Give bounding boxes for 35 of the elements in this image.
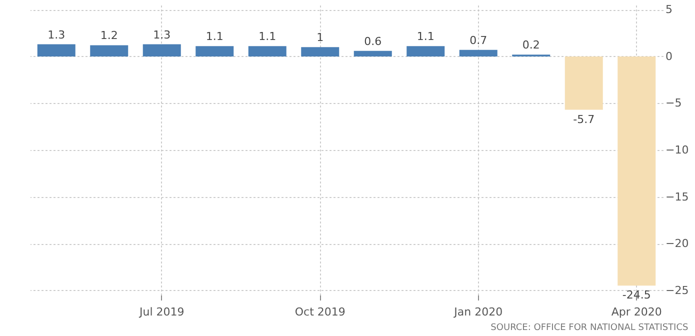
data-label: 1 [316, 31, 324, 44]
bar [90, 45, 128, 56]
data-label: 1.1 [416, 30, 434, 44]
y-tick-label: −5 [666, 96, 682, 110]
data-label: -24.5 [622, 288, 651, 302]
data-label: 1.3 [153, 28, 171, 42]
bar [354, 50, 392, 56]
bar [618, 56, 656, 286]
y-tick-label: −25 [666, 284, 689, 297]
bar [564, 56, 603, 110]
data-label: 0.2 [522, 38, 540, 52]
bar [248, 46, 286, 56]
y-tick-label: 0 [666, 50, 672, 63]
source-note: SOURCE: OFFICE FOR NATIONAL STATISTICS [490, 323, 688, 333]
y-tick-label: 5 [666, 3, 672, 16]
x-tick-label: Jul 2019 [138, 306, 184, 318]
data-label: -5.7 [573, 112, 595, 126]
x-tick-label: Oct 2019 [294, 306, 346, 318]
x-tick-label: Jan 2020 [453, 306, 503, 318]
y-tick-label: −15 [666, 190, 689, 204]
bar [301, 47, 340, 56]
data-label: 1.2 [100, 29, 118, 42]
bar [459, 50, 498, 56]
bar [406, 46, 445, 56]
data-label: 0.7 [470, 34, 488, 47]
y-tick-label: −10 [666, 144, 689, 156]
data-label: 0.6 [364, 34, 382, 48]
x-tick-label: Apr 2020 [611, 306, 662, 318]
data-label: 1.1 [206, 30, 224, 44]
bar [196, 46, 234, 56]
data-label: 1.1 [258, 30, 276, 44]
bar [37, 44, 76, 56]
y-tick-label: −20 [666, 237, 689, 250]
bar [142, 44, 181, 56]
data-label: 1.3 [48, 28, 66, 42]
